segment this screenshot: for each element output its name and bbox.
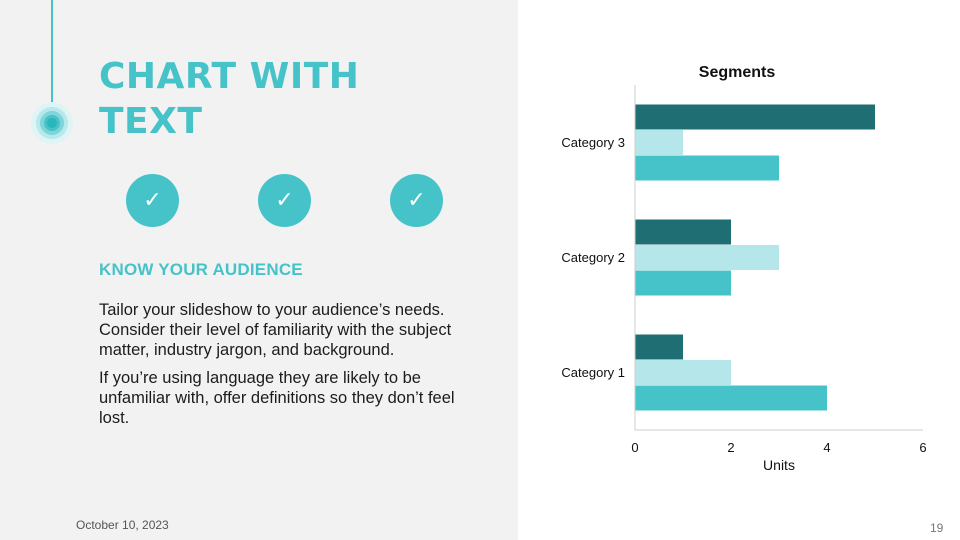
bar xyxy=(635,130,683,155)
x-tick-label: 6 xyxy=(919,440,926,455)
left-panel xyxy=(0,0,518,540)
check-circle-icon: ✓ xyxy=(390,174,443,227)
chart-title: Segments xyxy=(699,64,776,81)
check-circle-icon: ✓ xyxy=(258,174,311,227)
bar xyxy=(635,334,683,360)
slide-title: CHART WITH TEXT xyxy=(99,56,360,142)
bar xyxy=(635,219,731,245)
body-paragraph: Tailor your slideshow to your audience’s… xyxy=(99,301,452,359)
bar xyxy=(635,245,779,270)
bar xyxy=(635,155,779,181)
page-number: 19 xyxy=(930,521,944,535)
category-label: Category 3 xyxy=(561,135,625,150)
category-label: Category 2 xyxy=(561,250,625,265)
bar xyxy=(635,104,875,130)
slide-subtitle: KNOW YOUR AUDIENCE xyxy=(99,260,303,279)
x-tick-label: 0 xyxy=(631,440,638,455)
x-tick-label: 2 xyxy=(727,440,734,455)
slide-date: October 10, 2023 xyxy=(76,518,169,532)
check-circle-icon: ✓ xyxy=(126,174,179,227)
timeline-dot-icon xyxy=(31,102,73,144)
chart-bars xyxy=(635,104,875,411)
bar xyxy=(635,385,827,411)
x-ticks: 0 2 4 6 xyxy=(631,440,926,455)
x-axis-label: Units xyxy=(763,457,795,473)
x-tick-label: 4 xyxy=(823,440,830,455)
category-labels: Category 1 Category 2 Category 3 xyxy=(561,135,625,380)
body-paragraph: If you’re using language they are likely… xyxy=(99,369,455,427)
bar xyxy=(635,270,731,296)
timeline-line xyxy=(51,0,53,110)
category-label: Category 1 xyxy=(561,365,625,380)
bar xyxy=(635,360,731,385)
